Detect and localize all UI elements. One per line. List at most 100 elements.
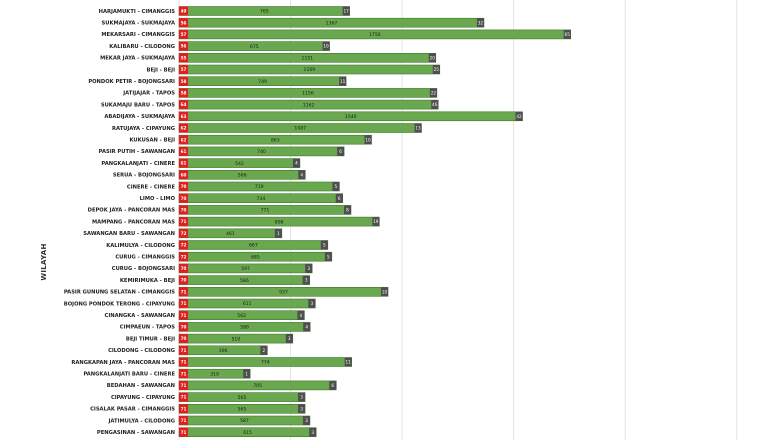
bar-end-label: 3	[311, 430, 314, 435]
bar-end-label: 10	[323, 44, 329, 49]
bar-badge-label: 70	[181, 336, 187, 341]
bar-value-label: 566	[238, 173, 247, 179]
bar-value-label: 565	[238, 395, 247, 401]
bar-end-label: 3	[310, 301, 313, 306]
bar-end-label: 10	[382, 289, 388, 294]
category-label: DEPOK JAYA - PANCORAN MAS	[88, 208, 176, 214]
bar-badge	[179, 6, 188, 16]
bar-badge	[179, 427, 188, 437]
category-label: SERUA - BOJONGSARI	[113, 173, 175, 179]
category-label: LIMO - LIMO	[140, 196, 176, 202]
bar-badge-label: 71	[181, 418, 187, 423]
bar-value-label: 898	[275, 219, 284, 225]
bar-badge-label: 70	[181, 278, 187, 283]
bar-value-label: 562	[237, 313, 246, 319]
bar-badge	[179, 416, 188, 425]
bar-end-cap	[297, 310, 305, 320]
bar-end-label: 65	[565, 32, 571, 37]
category-label: BEJI - BEJI	[147, 67, 176, 73]
bar-badge-label: 70	[181, 196, 187, 201]
bar-end-cap	[563, 29, 571, 39]
bar-end-cap	[432, 65, 440, 74]
bar-value-label: 1087	[294, 126, 306, 132]
category-label: MEKAR JAYA - SUKMAJAYA	[100, 56, 175, 62]
category-label: KUKUSAN - BEJI	[130, 138, 176, 144]
bar-badge	[179, 322, 188, 332]
bar-value-label: 615	[243, 430, 252, 436]
bar-value-label: 740	[257, 149, 266, 155]
bar-badge	[179, 357, 188, 367]
bar-end-label: 4	[300, 172, 303, 177]
category-label: HARJAMUKTI - CIMANGGIS	[99, 9, 176, 15]
bar-badge	[179, 310, 188, 320]
bar-end-cap	[292, 158, 300, 168]
bar-badge-label: 64	[181, 102, 187, 107]
bar-end-cap	[428, 53, 436, 63]
bar-end-label: 4	[305, 325, 308, 330]
bar-badge	[179, 111, 188, 121]
bar-end-cap	[343, 205, 351, 215]
bar-end-label: 6	[339, 149, 342, 154]
bar-value-label: 685	[251, 254, 260, 260]
bar-badge-label: 62	[181, 126, 187, 131]
bar-value-label: 675	[250, 44, 259, 50]
bar-end-cap	[337, 146, 345, 156]
category-label: ABADIJAYA - SUKMAJAYA	[104, 114, 175, 120]
bar-badge	[179, 380, 188, 390]
bar-value-label: 587	[240, 418, 249, 424]
bar-badge	[179, 404, 188, 414]
bar-badge	[179, 76, 188, 86]
bar-end-cap	[515, 111, 523, 121]
bar-end-label: 42	[516, 114, 522, 119]
bar-badge-label: 72	[181, 231, 187, 236]
bar-badge	[179, 53, 188, 63]
bar-end-cap	[414, 123, 422, 133]
bar-badge-label: 61	[181, 161, 187, 166]
bar-value-label: 461	[226, 231, 235, 237]
bar-end-label: 20	[430, 55, 436, 60]
category-label: SUKAMAJU BARU - TAPOS	[101, 102, 175, 108]
bar-badge	[179, 369, 188, 379]
category-label: CILODONG - CILODONG	[108, 348, 175, 354]
bar-badge-label: 71	[181, 395, 187, 400]
category-label: RATUJAYA - CIPAYUNG	[112, 126, 175, 132]
bar-badge	[179, 18, 188, 28]
bar-end-label: 5	[327, 254, 330, 259]
bar-badge-label: 62	[181, 137, 187, 142]
category-label: JATIJAJAR - TAPOS	[122, 91, 175, 97]
bar-end-label: 1	[277, 231, 280, 236]
bar-badge-label: 56	[181, 20, 187, 25]
bar-badge-label: 58	[181, 79, 187, 84]
bar-end-cap	[329, 380, 337, 390]
bar-end-cap	[322, 41, 330, 51]
bar-end-cap	[302, 275, 310, 285]
bar-badge	[179, 100, 188, 110]
bar-value-label: 565	[238, 407, 247, 413]
bar-badge	[179, 41, 188, 51]
category-label: RANGKAPAN JAYA - PANCORAN MAS	[71, 360, 175, 366]
bar-badge-label: 63	[181, 114, 187, 119]
bar-value-label: 719	[255, 184, 264, 190]
bar-value-label: 863	[271, 137, 280, 143]
bar-end-label: 46	[432, 102, 438, 107]
bar-badge-label: 71	[181, 406, 187, 411]
bar-end-label: 3	[307, 266, 310, 271]
bar-badge-label: 72	[181, 254, 187, 259]
bar-end-label: 3	[305, 278, 308, 283]
bar-end-label: 6	[331, 383, 334, 388]
bar-badge-label: 70	[181, 266, 187, 271]
bar-end-cap	[476, 18, 484, 28]
bar-end-label: 11	[345, 360, 351, 365]
bar-end-label: 22	[431, 91, 437, 96]
bar-badge-label: 71	[181, 348, 187, 353]
bar-badge	[179, 263, 188, 273]
bar-value-label: 319	[210, 371, 219, 377]
bar-badge-label: 49	[181, 9, 187, 14]
bar-badge	[179, 252, 188, 262]
bar-value-label: 611	[243, 301, 252, 307]
category-label: PANGKALANJATI - CINERE	[101, 161, 175, 167]
bar-badge	[179, 345, 188, 355]
bar-end-label: 1	[245, 371, 248, 376]
